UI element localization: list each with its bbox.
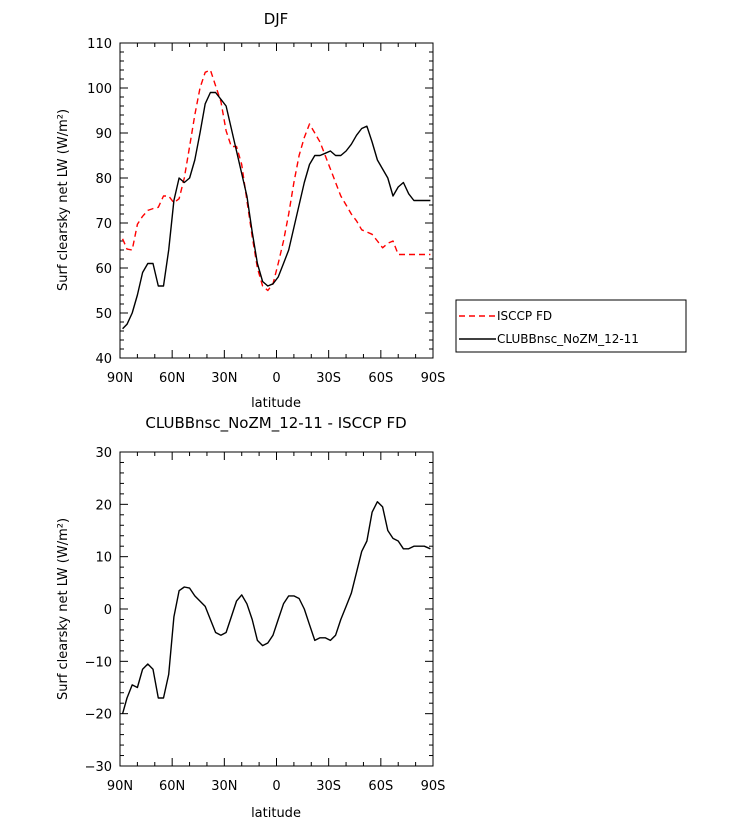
x-tick-label: 30S bbox=[316, 371, 341, 386]
series-line-1 bbox=[122, 91, 431, 330]
y-tick-label: 80 bbox=[95, 172, 112, 187]
legend: ISCCP FD CLUBBnsc_NoZM_12-11 bbox=[455, 299, 687, 353]
y-tick-label: 100 bbox=[87, 82, 112, 97]
plot-frame bbox=[119, 451, 434, 767]
y-tick-label: −30 bbox=[85, 760, 112, 775]
y-tick-label: −10 bbox=[85, 655, 112, 670]
y-tick-label: 30 bbox=[95, 446, 112, 461]
y-axis-label: Surf clearsky net LW (W/m²) bbox=[56, 518, 71, 700]
x-tick-label: 90N bbox=[107, 371, 133, 386]
series-group bbox=[121, 501, 431, 714]
x-tick-label: 90S bbox=[421, 779, 446, 794]
x-tick-label: 30N bbox=[211, 779, 237, 794]
legend-label-clubb: CLUBBnsc_NoZM_12-11 bbox=[497, 332, 639, 346]
y-tick-label: 70 bbox=[95, 217, 112, 232]
x-tick-label: 30N bbox=[211, 371, 237, 386]
x-tick-label: 30S bbox=[316, 779, 341, 794]
y-tick-label: 110 bbox=[87, 37, 112, 52]
y-tick-label: 0 bbox=[104, 603, 112, 618]
y-tick-label: −20 bbox=[85, 708, 112, 723]
y-axis-label: Surf clearsky net LW (W/m²) bbox=[56, 109, 71, 291]
y-ticks: 40 50 60 70 80 90 100 110 bbox=[87, 37, 433, 367]
x-tick-label: 60N bbox=[159, 371, 185, 386]
x-ticks: 90N 60N 30N 0 30S 60S 90S bbox=[107, 452, 446, 794]
series-line-0 bbox=[121, 69, 431, 292]
chart-title: DJF bbox=[264, 10, 289, 28]
x-tick-label: 60S bbox=[368, 779, 393, 794]
y-tick-label: 50 bbox=[95, 307, 112, 322]
x-axis-label: latitude bbox=[251, 806, 301, 821]
legend-label-isccp: ISCCP FD bbox=[497, 309, 552, 323]
y-tick-label: 90 bbox=[95, 127, 112, 142]
chart-difference: CLUBBnsc_NoZM_12-11 - ISCCP FD −30 −20 −10… bbox=[56, 414, 445, 821]
x-tick-label: 0 bbox=[272, 371, 280, 386]
plot-frame bbox=[119, 42, 434, 359]
y-tick-label: 60 bbox=[95, 262, 112, 277]
x-axis-label: latitude bbox=[251, 396, 301, 411]
x-tick-label: 90S bbox=[421, 371, 446, 386]
y-ticks: −30 −20 −10 0 10 20 30 bbox=[85, 446, 433, 775]
x-ticks: 90N 60N 30N 0 30S 60S 90S bbox=[107, 43, 446, 386]
x-tick-label: 60S bbox=[368, 371, 393, 386]
x-tick-label: 0 bbox=[272, 779, 280, 794]
y-tick-label: 10 bbox=[95, 551, 112, 566]
x-tick-label: 90N bbox=[107, 779, 133, 794]
y-tick-label: 40 bbox=[95, 352, 112, 367]
series-line-0 bbox=[121, 501, 431, 714]
series-group bbox=[121, 69, 431, 330]
y-tick-label: 20 bbox=[95, 498, 112, 513]
x-tick-label: 60N bbox=[159, 779, 185, 794]
chart-title: CLUBBnsc_NoZM_12-11 - ISCCP FD bbox=[145, 414, 406, 433]
legend-box bbox=[455, 299, 687, 353]
